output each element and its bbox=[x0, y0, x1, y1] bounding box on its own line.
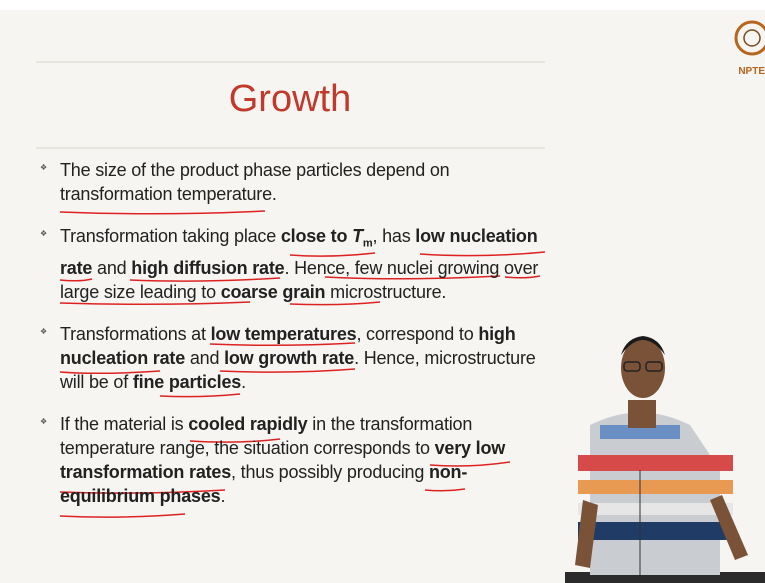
text-run: . Hence, few nuclei growing over bbox=[284, 258, 538, 278]
text-line: Transformations at low temperatures, cor… bbox=[60, 322, 560, 346]
text-run: , has bbox=[372, 226, 415, 246]
text-run: in the transformation bbox=[307, 414, 472, 434]
text-run: will be of bbox=[60, 372, 133, 392]
text-run: low temperatures bbox=[211, 324, 357, 344]
text-line: Transformation taking place close to Tm,… bbox=[60, 224, 560, 256]
text-run: microstructure. bbox=[325, 282, 446, 302]
text-run: , correspond to bbox=[356, 324, 478, 344]
text-line: temperature range, the situation corresp… bbox=[60, 436, 560, 460]
text-run: Transformation taking place bbox=[60, 226, 281, 246]
bullet-list: The size of the product phase particles … bbox=[40, 158, 560, 526]
text-run: and bbox=[185, 348, 224, 368]
text-run: . bbox=[220, 486, 225, 506]
text-run: fine particles bbox=[133, 372, 241, 392]
text-run: The size of the product phase particles … bbox=[60, 160, 449, 180]
text-run: T bbox=[352, 226, 363, 246]
text-run: rate bbox=[60, 258, 92, 278]
logo-emblem bbox=[736, 22, 765, 54]
slide-title: Growth bbox=[0, 78, 580, 121]
text-run: large size leading to bbox=[60, 282, 221, 302]
text-line: large size leading to coarse grain micro… bbox=[60, 280, 560, 304]
text-line: transformation temperature. bbox=[60, 182, 560, 206]
text-run: , thus possibly producing bbox=[231, 462, 429, 482]
top-strip bbox=[0, 0, 765, 10]
page: NPTE Growth The size of the product phas… bbox=[0, 0, 765, 583]
logo-text: NPTE bbox=[738, 66, 765, 77]
text-line: nucleation rate and low growth rate. Hen… bbox=[60, 346, 560, 370]
text-run: low growth rate bbox=[224, 348, 354, 368]
text-line: transformation rates, thus possibly prod… bbox=[60, 460, 560, 484]
text-run: high bbox=[478, 324, 515, 344]
text-run: . Hence, microstructure bbox=[354, 348, 535, 368]
text-line: The size of the product phase particles … bbox=[60, 158, 560, 182]
text-run: and bbox=[92, 258, 131, 278]
bullet-item: The size of the product phase particles … bbox=[40, 158, 560, 206]
text-run: nucleation rate bbox=[60, 348, 185, 368]
text-run: . bbox=[241, 372, 246, 392]
text-line: If the material is cooled rapidly in the… bbox=[60, 412, 560, 436]
bullet-item: If the material is cooled rapidly in the… bbox=[40, 412, 560, 508]
text-line: rate and high diffusion rate. Hence, few… bbox=[60, 256, 560, 280]
text-run: high diffusion rate bbox=[131, 258, 284, 278]
text-line: equilibrium phases. bbox=[60, 484, 560, 508]
text-run: coarse grain bbox=[221, 282, 326, 302]
text-run: very low bbox=[435, 438, 505, 458]
text-run: non- bbox=[429, 462, 467, 482]
text-run: equilibrium phases bbox=[60, 486, 220, 506]
text-run: temperature range, the situation corresp… bbox=[60, 438, 435, 458]
presenter bbox=[565, 336, 765, 583]
text-run: If the material is bbox=[60, 414, 188, 434]
bullet-item: Transformation taking place close to Tm,… bbox=[40, 224, 560, 304]
text-run: transformation rates bbox=[60, 462, 231, 482]
text-run: cooled rapidly bbox=[188, 414, 307, 434]
text-run: transformation temperature. bbox=[60, 184, 277, 204]
text-run: close to bbox=[281, 226, 352, 246]
text-run: low nucleation bbox=[415, 226, 537, 246]
text-line: will be of fine particles. bbox=[60, 370, 560, 394]
bullet-item: Transformations at low temperatures, cor… bbox=[40, 322, 560, 394]
text-run: Transformations at bbox=[60, 324, 211, 344]
